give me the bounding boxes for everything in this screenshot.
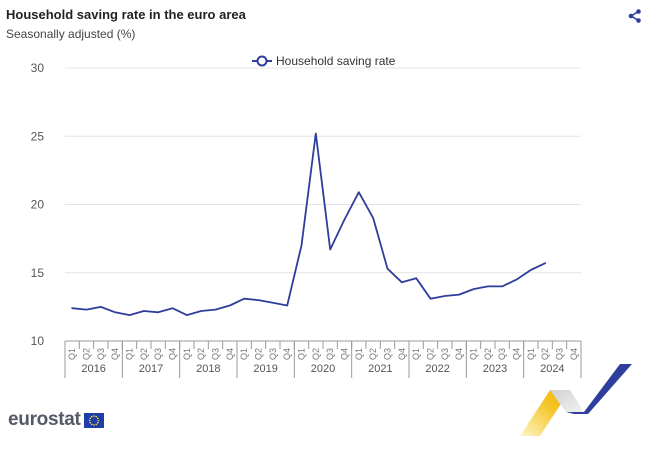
quarter-label: Q1: [469, 348, 479, 360]
y-tick-label: 15: [31, 266, 45, 280]
data-point: [313, 131, 318, 136]
data-point: [342, 217, 347, 222]
quarter-label: Q1: [125, 348, 135, 360]
quarter-label: Q3: [555, 348, 565, 360]
data-point: [213, 307, 218, 312]
quarter-label: Q3: [440, 348, 450, 360]
legend-label: Household saving rate: [276, 54, 396, 68]
quarter-label: Q2: [82, 348, 92, 360]
year-label: 2016: [81, 363, 105, 375]
legend[interactable]: Household saving rate: [252, 51, 395, 71]
data-point: [414, 276, 419, 281]
quarter-label: Q1: [297, 348, 307, 360]
quarter-label: Q3: [383, 348, 393, 360]
data-point: [156, 310, 161, 315]
quarter-label: Q2: [426, 348, 436, 360]
eu-flag-icon: [83, 412, 104, 428]
data-point: [299, 243, 304, 248]
quarter-label: Q3: [211, 348, 221, 360]
quarter-label: Q2: [540, 348, 550, 360]
data-point: [356, 190, 361, 195]
data-point: [70, 306, 75, 311]
eurostat-logo: eurostat: [8, 409, 104, 431]
quarter-label: Q2: [139, 348, 149, 360]
quarter-label: Q1: [182, 348, 192, 360]
year-label: 2017: [139, 363, 163, 375]
quarter-label: Q3: [153, 348, 163, 360]
chart-title: Household saving rate in the euro area: [6, 7, 246, 22]
data-point: [471, 287, 476, 292]
data-point: [170, 306, 175, 311]
data-point: [500, 284, 505, 289]
quarter-label: Q2: [483, 348, 493, 360]
brand-name: eurostat: [8, 409, 81, 430]
quarter-label: Q4: [225, 348, 235, 360]
y-tick-label: 30: [31, 61, 45, 75]
data-point: [485, 284, 490, 289]
chart-subtitle: Seasonally adjusted (%): [6, 27, 136, 41]
data-point: [227, 303, 232, 308]
quarter-label: Q2: [368, 348, 378, 360]
data-point: [399, 280, 404, 285]
series-line-0: [71, 132, 547, 317]
year-label: 2020: [311, 363, 335, 375]
quarter-label: Q4: [397, 348, 407, 360]
data-point: [514, 277, 519, 282]
quarter-label: Q4: [168, 348, 178, 360]
data-point: [442, 293, 447, 298]
data-point: [328, 247, 333, 252]
quarter-label: Q2: [254, 348, 264, 360]
quarter-label: Q1: [526, 348, 536, 360]
data-point: [428, 296, 433, 301]
data-point: [270, 300, 275, 305]
data-point: [184, 313, 189, 318]
data-point: [543, 261, 548, 266]
year-label: 2022: [425, 363, 449, 375]
year-label: 2019: [253, 363, 277, 375]
data-point: [141, 308, 146, 313]
data-point: [385, 266, 390, 271]
year-label: 2018: [196, 363, 220, 375]
data-point: [371, 216, 376, 221]
y-tick-label: 25: [31, 129, 45, 143]
data-point: [256, 298, 261, 303]
quarter-label: Q3: [268, 348, 278, 360]
data-point: [127, 313, 132, 318]
year-label: 2024: [540, 363, 564, 375]
share-icon[interactable]: [627, 8, 643, 24]
quarter-label: Q4: [110, 348, 120, 360]
data-point: [242, 296, 247, 301]
data-point: [457, 292, 462, 297]
decorative-ribbon-icon: [520, 364, 632, 436]
quarter-label: Q3: [325, 348, 335, 360]
y-tick-label: 20: [31, 198, 45, 212]
data-point: [84, 307, 89, 312]
data-point: [98, 304, 103, 309]
quarter-label: Q2: [311, 348, 321, 360]
data-point: [113, 310, 118, 315]
quarter-label: Q1: [354, 348, 364, 360]
quarter-label: Q4: [454, 348, 464, 360]
quarter-label: Q2: [196, 348, 206, 360]
quarter-label: Q3: [497, 348, 507, 360]
quarter-label: Q4: [512, 348, 522, 360]
quarter-label: Q4: [282, 348, 292, 360]
year-label: 2023: [483, 363, 507, 375]
data-point: [528, 268, 533, 273]
y-tick-label: 10: [31, 334, 45, 348]
quarter-label: Q3: [96, 348, 106, 360]
year-label: 2021: [368, 363, 392, 375]
quarter-label: Q4: [340, 348, 350, 360]
quarter-label: Q1: [411, 348, 421, 360]
data-point: [285, 303, 290, 308]
quarter-label: Q1: [67, 348, 77, 360]
quarter-label: Q4: [569, 348, 579, 360]
data-point: [199, 308, 204, 313]
quarter-label: Q1: [239, 348, 249, 360]
legend-marker-icon: [252, 55, 272, 67]
